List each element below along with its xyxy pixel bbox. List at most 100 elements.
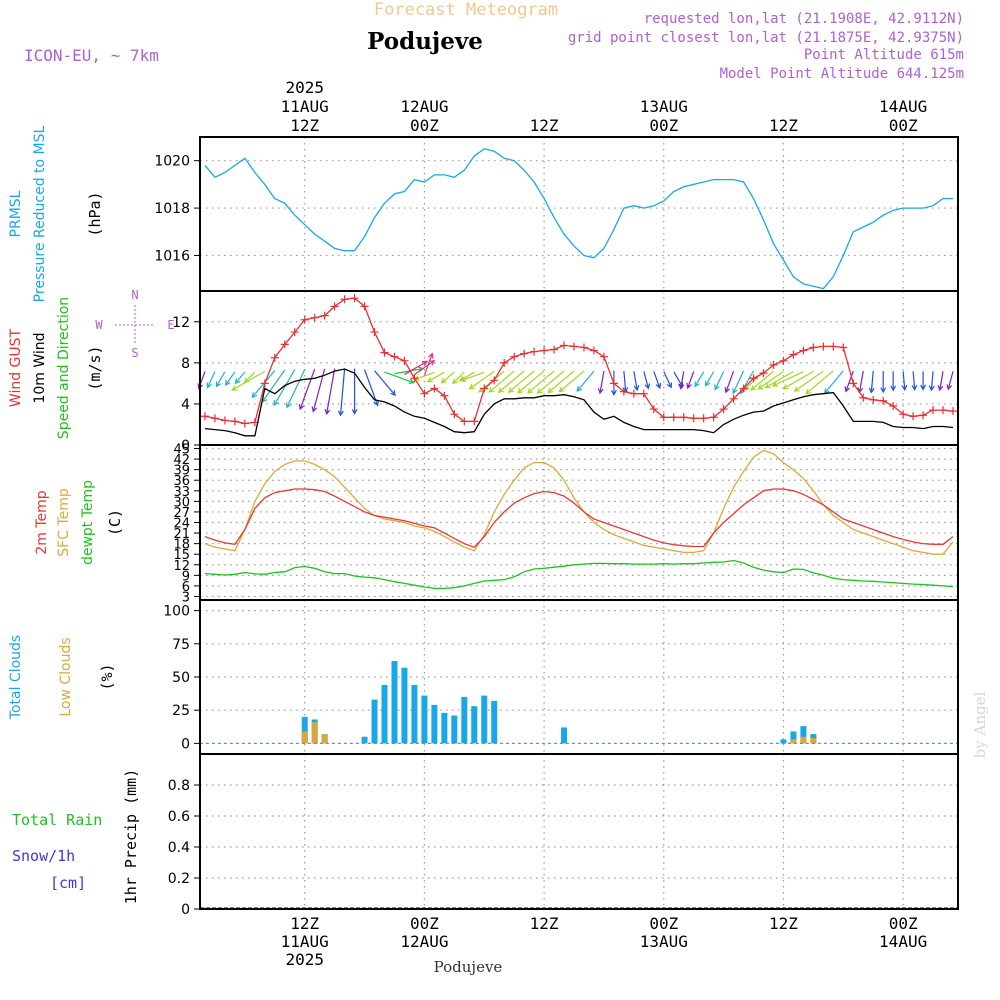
gust-marker: [320, 311, 329, 320]
wind-arrow: [527, 370, 555, 394]
gust-marker: [430, 384, 439, 393]
wind-arrow: [732, 370, 745, 394]
bar: [401, 667, 408, 744]
gust-marker: [689, 414, 698, 423]
panel-label: Speed and Direction: [56, 297, 72, 439]
gust-marker: [789, 350, 798, 359]
bar: [481, 695, 488, 744]
wind-arrow: [687, 371, 695, 389]
wind-arrow-head: [911, 384, 918, 391]
top-time-label: 00Z: [649, 116, 678, 135]
bottom-time-label: 12Z: [290, 914, 319, 933]
model-label: ICON-EU, ~ 7km: [24, 46, 159, 65]
wind-arrow: [423, 353, 433, 376]
gust-marker: [370, 328, 379, 337]
wind-arrow-head: [750, 385, 757, 391]
gust-marker: [659, 413, 668, 422]
gust-marker: [849, 379, 858, 388]
y-tick-label: 12: [173, 559, 190, 574]
wind-arrow-head: [724, 387, 731, 394]
gust-marker: [200, 412, 209, 421]
wind-arrow: [261, 369, 286, 403]
series-line: [204, 368, 954, 437]
gridpoint-coords: grid point closest lon,lat (21.1875E, 42…: [568, 30, 964, 46]
wind-arrow: [414, 360, 435, 376]
gust-marker: [839, 343, 848, 352]
wind-arrow-head: [488, 387, 495, 393]
y-tick-label: 21: [173, 527, 190, 542]
wind-arrow: [215, 371, 226, 387]
gust-marker: [270, 353, 279, 362]
bar: [810, 738, 817, 744]
banner-title: Forecast Meteogram: [374, 0, 558, 20]
gust-marker: [829, 342, 838, 351]
wind-arrow-head: [920, 384, 927, 391]
panel-frame: [199, 290, 959, 446]
series-line: [204, 297, 954, 425]
wind-arrow-head: [868, 387, 875, 394]
wind-arrow: [947, 371, 954, 390]
wind-arrow-head: [324, 408, 331, 416]
wind-arrow: [758, 370, 784, 390]
wind-arrow: [394, 368, 424, 375]
gust-marker: [300, 315, 309, 324]
y-tick-label: 15: [173, 548, 190, 563]
y-tick-label: 12: [172, 315, 190, 331]
bar: [441, 712, 448, 744]
gust-marker: [220, 416, 229, 425]
gust-marker: [340, 295, 349, 304]
wind-arrow-head: [655, 382, 662, 390]
top-time-label: 12Z: [769, 116, 798, 135]
wind-arrow-head: [351, 408, 358, 415]
y-tick-label: 36: [173, 474, 190, 489]
y-tick-label: 1016: [154, 248, 190, 264]
bar: [421, 695, 428, 744]
panel-label: Total Clouds: [8, 635, 24, 720]
y-tick-label: 4: [181, 397, 190, 413]
gust-marker: [889, 401, 898, 410]
wind-arrow: [939, 371, 944, 391]
wind-arrow: [725, 370, 735, 393]
legend-label: [cm]: [50, 874, 86, 892]
gust-marker: [799, 346, 808, 355]
wind-arrow-head: [311, 406, 318, 413]
gust-marker: [679, 413, 688, 422]
wind-arrow-head: [558, 386, 565, 393]
gust-marker: [410, 374, 419, 383]
compass-letter: W: [95, 318, 103, 332]
bar: [780, 739, 787, 744]
gust-marker: [210, 414, 219, 423]
wind-arrow: [537, 370, 565, 394]
gust-marker: [909, 412, 918, 421]
wind-arrow: [930, 371, 934, 391]
y-tick-label: 39: [173, 464, 190, 479]
gust-marker: [719, 405, 728, 414]
gust-marker: [550, 345, 559, 354]
wind-arrow-head: [714, 384, 720, 391]
top-time-label: 2025: [285, 78, 324, 97]
wind-arrow: [452, 371, 465, 384]
gust-marker: [440, 391, 449, 400]
wind-arrow-head: [732, 388, 738, 395]
wind-arrow-head: [286, 402, 292, 409]
wind-arrow-head: [576, 386, 583, 393]
wind-arrow-head: [507, 387, 514, 394]
wind-arrow: [858, 370, 864, 393]
gust-marker: [570, 342, 579, 351]
pressure-panel: 1016 1018 1020 PRMSL Pressure Reduced to MSL…: [8, 125, 959, 302]
compass-letter: E: [167, 318, 174, 332]
wind-arrow: [623, 370, 627, 393]
gust-marker: [500, 358, 509, 367]
y-tick-label: 0: [181, 438, 190, 454]
footer-location: Podujeve: [434, 958, 503, 976]
top-time-label: 00Z: [410, 116, 439, 135]
gust-marker: [579, 343, 588, 352]
bar: [301, 731, 308, 744]
gust-marker: [599, 352, 608, 361]
top-time-label: 13AUG: [640, 97, 688, 116]
y-tick-label: 24: [173, 517, 190, 532]
wind-arrow-head: [452, 378, 458, 385]
wind-arrow-head: [686, 382, 692, 390]
